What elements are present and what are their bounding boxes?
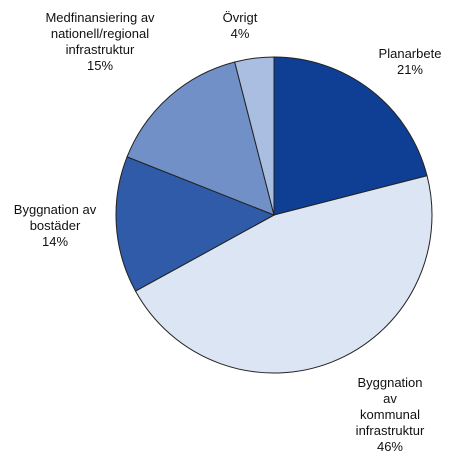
value-label: 4% [230,26,250,41]
category-name: Planarbete [378,46,442,61]
pie-slice [234,56,275,216]
category-name: Byggnation av kommunal infrastruktur [355,375,425,438]
slice-label: Byggnation av kommunal infrastruktur 46% [356,375,425,455]
category-name: Byggnation av bostäder [13,202,97,233]
value-label: 15% [86,58,114,73]
slice-label: Planarbete 21% [379,46,442,78]
pie-slice [126,61,275,216]
pie-slice [134,175,433,374]
category-name: Övrigt [222,10,258,25]
slice-label: Byggnation av bostäder 14% [14,202,96,250]
pie-slice [273,56,428,216]
category-name: Medfinansiering av nationell/regional in… [45,10,155,57]
pie-slice [115,156,276,292]
slice-label: Övrigt 4% [223,10,258,42]
value-label: 14% [41,234,69,249]
value-label: 46% [376,439,404,454]
slice-label: Medfinansiering av nationell/regional in… [45,10,154,74]
value-label: 21% [396,62,424,77]
